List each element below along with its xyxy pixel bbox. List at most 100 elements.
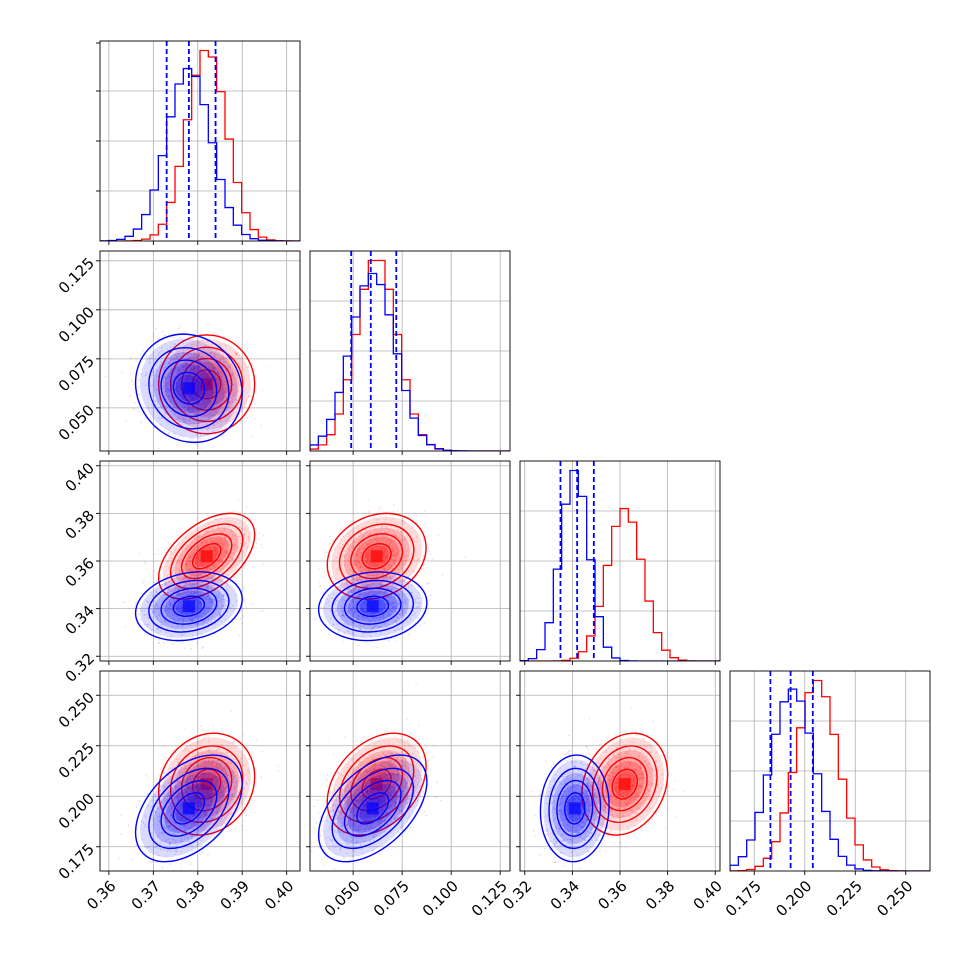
- scatter-point: [359, 624, 362, 627]
- scatter-point: [385, 585, 388, 588]
- scatter-point: [210, 578, 213, 581]
- scatter-point: [382, 578, 385, 581]
- scatter-point: [221, 373, 223, 376]
- scatter-point: [169, 389, 172, 392]
- scatter-point: [406, 571, 408, 574]
- scatter-point: [343, 619, 346, 622]
- scatter-point: [195, 400, 198, 402]
- scatter-point: [231, 372, 234, 374]
- scatter-point: [366, 556, 369, 559]
- scatter-point: [372, 561, 375, 564]
- scatter-point: [194, 378, 197, 381]
- scatter-point: [224, 618, 227, 621]
- scatter-point: [361, 610, 364, 613]
- scatter-point: [359, 544, 362, 546]
- scatter-point: [195, 379, 198, 382]
- scatter-point: [181, 417, 184, 419]
- scatter-point: [362, 557, 365, 559]
- scatter-point: [203, 363, 206, 366]
- scatter-point: [174, 607, 177, 610]
- scatter-point: [181, 382, 184, 385]
- scatter-point: [151, 595, 154, 598]
- scatter-point: [201, 340, 204, 342]
- scatter-point: [387, 565, 390, 567]
- scatter-point: [193, 616, 195, 619]
- scatter-point: [227, 543, 230, 546]
- scatter-point: [159, 361, 162, 364]
- scatter-point: [380, 608, 382, 610]
- scatter-point: [200, 594, 203, 597]
- scatter-point: [186, 408, 189, 411]
- scatter-point: [359, 532, 362, 535]
- scatter-point: [237, 557, 240, 560]
- scatter-point: [214, 371, 216, 374]
- scatter-point: [185, 362, 187, 365]
- scatter-point: [222, 397, 225, 400]
- scatter-point: [163, 343, 166, 345]
- scatter-point: [174, 627, 177, 630]
- scatter-point: [235, 354, 238, 357]
- scatter-point: [215, 349, 218, 352]
- scatter-point: [181, 374, 183, 377]
- scatter-point: [197, 556, 200, 559]
- scatter-point: [364, 636, 366, 639]
- scatter-point: [233, 548, 236, 550]
- scatter-point: [402, 601, 405, 603]
- scatter-point: [390, 609, 393, 612]
- scatter-point: [155, 580, 158, 583]
- scatter-point: [212, 724, 215, 727]
- scatter-point: [213, 549, 216, 552]
- scatter-point: [181, 357, 184, 360]
- scatter-point: [405, 620, 408, 623]
- scatter-point: [222, 610, 225, 613]
- scatter-point: [182, 618, 184, 621]
- panel-frame: [99, 250, 301, 452]
- scatter-point: [195, 355, 198, 358]
- scatter-point: [342, 614, 345, 617]
- scatter-point: [371, 565, 374, 568]
- scatter-point: [420, 585, 423, 587]
- scatter-point: [224, 536, 226, 539]
- scatter-point: [170, 384, 173, 386]
- scatter-point: [171, 410, 173, 413]
- scatter-point: [180, 611, 183, 614]
- scatter-point: [219, 614, 222, 617]
- scatter-point: [157, 774, 160, 777]
- scatter-point: [219, 597, 221, 599]
- scatter-point: [205, 539, 208, 541]
- scatter-point: [242, 733, 245, 735]
- scatter-point: [151, 608, 154, 611]
- scatter-point: [357, 598, 360, 600]
- scatter-point: [191, 619, 194, 622]
- scatter-point: [228, 559, 231, 562]
- scatter-point: [168, 389, 171, 392]
- scatter-point: [190, 394, 193, 397]
- scatter-point: [384, 557, 387, 560]
- scatter-point: [406, 583, 409, 586]
- scatter-point: [391, 567, 394, 570]
- scatter-point: [182, 338, 185, 341]
- scatter-point: [344, 632, 346, 634]
- scatter-point: [176, 400, 179, 403]
- scatter-point: [385, 596, 387, 599]
- scatter-point: [195, 555, 197, 558]
- scatter-point: [187, 553, 190, 556]
- scatter-point: [167, 608, 170, 611]
- scatter-point: [360, 583, 363, 586]
- scatter-point: [181, 395, 184, 398]
- scatter-point: [186, 353, 189, 356]
- scatter-point: [215, 766, 218, 768]
- scatter-point: [221, 568, 224, 571]
- scatter-point: [209, 352, 212, 354]
- scatter-point: [151, 611, 154, 613]
- scatter-point: [393, 606, 396, 609]
- scatter-point: [423, 622, 426, 624]
- scatter-point: [213, 391, 216, 394]
- scatter-point: [180, 605, 183, 607]
- scatter-point: [153, 374, 155, 376]
- scatter-point: [178, 583, 180, 586]
- scatter-point: [194, 605, 197, 607]
- scatter-point: [158, 390, 161, 393]
- scatter-point: [162, 386, 165, 389]
- scatter-point: [185, 562, 188, 565]
